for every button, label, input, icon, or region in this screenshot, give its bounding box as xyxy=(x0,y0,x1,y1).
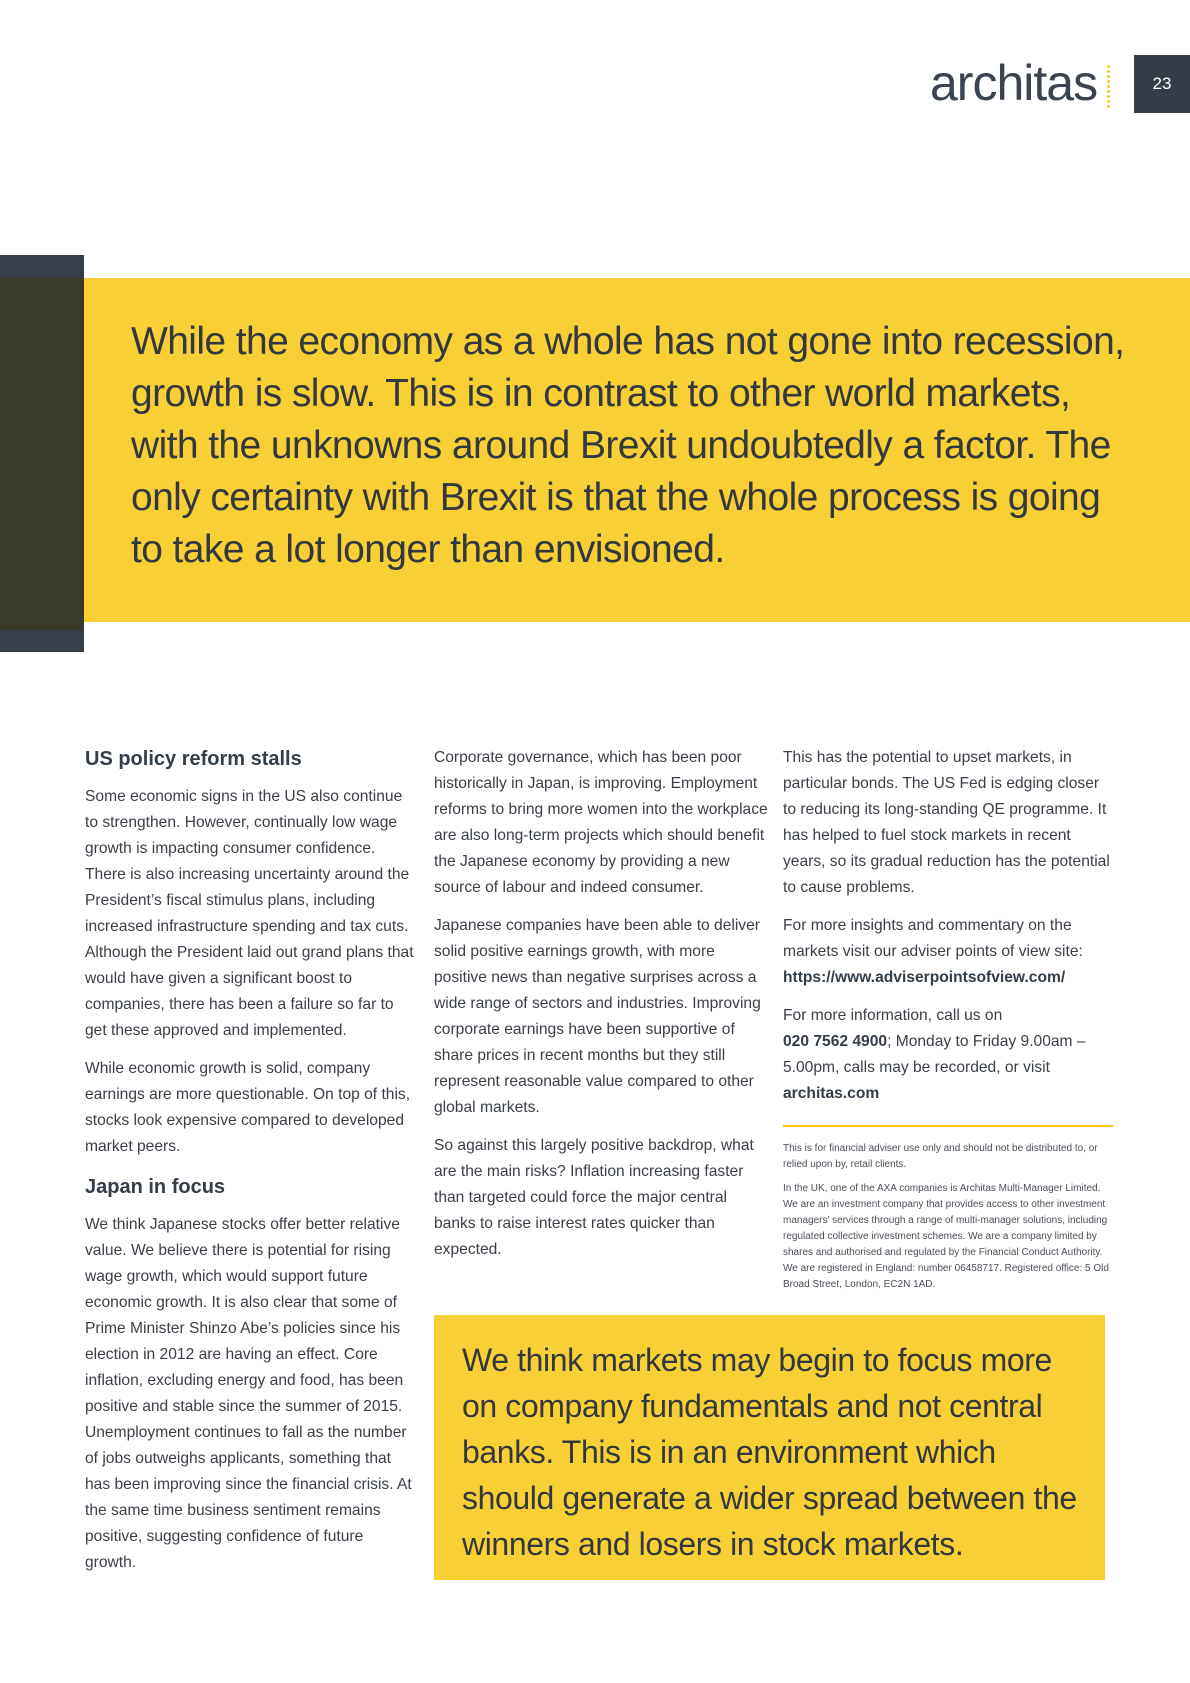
insights-paragraph: For more insights and commentary on the … xyxy=(783,913,1113,991)
hero-pull-quote: While the economy as a whole has not gon… xyxy=(131,320,1125,571)
paragraph: Japanese companies have been able to del… xyxy=(434,917,761,1116)
architas-site-link[interactable]: architas.com xyxy=(783,1085,880,1102)
callout-quote: We think markets may begin to focus more… xyxy=(462,1342,1077,1562)
hero-band xyxy=(84,278,1190,622)
callout-box xyxy=(434,1315,1105,1580)
section-heading-us-policy: US policy reform stalls xyxy=(85,748,302,770)
disclaimer-adviser-use: This is for financial adviser use only a… xyxy=(783,1143,1098,1170)
phone-number: 020 7562 4900 xyxy=(783,1033,888,1050)
hero-side-block xyxy=(0,255,84,652)
contact-text: For more information, call us on xyxy=(783,1007,1003,1024)
column-1: US policy reform stalls Some economic si… xyxy=(85,744,415,1588)
paragraph: This has the potential to upset markets,… xyxy=(783,749,1110,896)
contact-hours: ; Monday to Friday 9.00am – 5.00pm, call… xyxy=(783,1033,1086,1076)
architas-logo: architas xyxy=(930,55,1098,111)
paragraph: While economic growth is solid, company … xyxy=(85,1060,411,1155)
logo-dotted-divider xyxy=(1107,64,1110,110)
section-heading-japan: Japan in focus xyxy=(85,1176,226,1198)
paragraph: So against this largely positive backdro… xyxy=(434,1137,754,1258)
insights-text: For more insights and commentary on the … xyxy=(783,917,1083,960)
paragraph: Some economic signs in the US also conti… xyxy=(85,788,414,1039)
paragraph: Corporate governance, which has been poo… xyxy=(434,749,768,896)
yellow-divider xyxy=(783,1125,1113,1127)
paragraph: We think Japanese stocks offer better re… xyxy=(85,1216,412,1571)
column-3: This has the potential to upset markets,… xyxy=(783,745,1113,1301)
column-2: Corporate governance, which has been poo… xyxy=(434,745,769,1275)
disclaimer-legal: In the UK, one of the AXA companies is A… xyxy=(783,1183,1109,1290)
page-number: 23 xyxy=(1134,55,1190,113)
contact-paragraph: For more information, call us on 020 756… xyxy=(783,1003,1113,1107)
adviser-site-link[interactable]: https://www.adviserpointsofview.com/ xyxy=(783,969,1066,986)
